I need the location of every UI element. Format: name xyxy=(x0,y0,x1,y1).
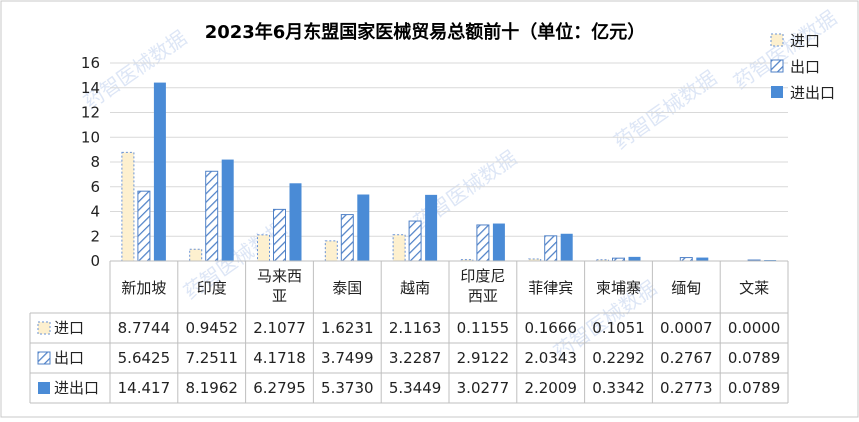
legend-label: 进口 xyxy=(790,32,820,50)
category-label: 亚 xyxy=(272,287,287,305)
data-cell: 0.0007 xyxy=(660,319,713,337)
y-tick-label: 14 xyxy=(81,79,100,97)
bar-进出口-4 xyxy=(425,195,437,261)
category-label: 马来西 xyxy=(257,267,302,285)
category-label: 菲律宾 xyxy=(528,279,573,297)
bar-进口-4 xyxy=(393,235,405,261)
bar-进出口-8 xyxy=(696,258,708,261)
data-cell: 7.2511 xyxy=(185,349,238,367)
category-label: 印度 xyxy=(197,279,227,297)
data-cell: 2.1077 xyxy=(253,319,306,337)
chart-title: 2023年6月东盟国家医械贸易总额前十（单位：亿元） xyxy=(205,21,646,43)
category-label: 印度尼 xyxy=(460,267,505,285)
category-label: 柬埔寨 xyxy=(596,279,641,297)
data-cell: 3.2287 xyxy=(389,349,442,367)
bar-出口-8 xyxy=(680,258,692,261)
category-label: 文莱 xyxy=(739,279,769,297)
bar-进出口-7 xyxy=(629,257,641,261)
bar-进出口-6 xyxy=(561,234,573,261)
data-cell: 3.7499 xyxy=(321,349,374,367)
data-cell: 5.3449 xyxy=(389,379,442,397)
legend-key-0 xyxy=(771,34,783,46)
bar-出口-2 xyxy=(274,209,286,261)
bar-进出口-1 xyxy=(222,160,234,261)
y-tick-label: 8 xyxy=(90,153,100,171)
data-cell: 4.1718 xyxy=(253,349,306,367)
row-label: 出口 xyxy=(54,349,84,367)
category-label: 越南 xyxy=(400,279,430,297)
data-cell: 1.6231 xyxy=(321,319,374,337)
data-cell: 2.9122 xyxy=(457,349,510,367)
legend-label: 出口 xyxy=(790,58,820,76)
data-cell: 0.0000 xyxy=(728,319,781,337)
data-cell: 0.0789 xyxy=(728,379,781,397)
bar-进口-1 xyxy=(190,249,202,261)
data-cell: 6.2795 xyxy=(253,379,306,397)
row-label: 进口 xyxy=(54,319,84,337)
bar-出口-4 xyxy=(409,221,421,261)
bar-出口-1 xyxy=(206,171,218,261)
data-cell: 14.417 xyxy=(118,379,171,397)
data-cell: 5.6425 xyxy=(118,349,171,367)
row-key-0 xyxy=(38,322,50,334)
y-tick-label: 10 xyxy=(81,128,100,146)
category-label: 泰国 xyxy=(332,279,362,297)
data-cell: 0.1051 xyxy=(592,319,645,337)
y-tick-label: 12 xyxy=(81,104,100,122)
data-cell: 2.2009 xyxy=(524,379,577,397)
y-tick-label: 4 xyxy=(90,203,100,221)
data-cell: 0.3342 xyxy=(592,379,645,397)
data-cell: 3.0277 xyxy=(457,379,510,397)
data-cell: 0.2767 xyxy=(660,349,713,367)
data-cell: 8.1962 xyxy=(185,379,238,397)
legend-key-2 xyxy=(771,86,783,98)
bar-进口-3 xyxy=(325,241,337,261)
legend-key-1 xyxy=(771,60,783,72)
row-label: 进出口 xyxy=(54,379,99,397)
data-cell: 8.7744 xyxy=(118,319,171,337)
legend-label: 进出口 xyxy=(790,84,835,102)
data-cell: 2.0343 xyxy=(524,349,577,367)
category-label: 西亚 xyxy=(468,287,498,305)
bar-进口-2 xyxy=(258,235,270,261)
y-tick-label: 0 xyxy=(90,252,100,270)
data-cell: 0.0789 xyxy=(728,349,781,367)
bar-出口-0 xyxy=(138,191,150,261)
y-tick-label: 2 xyxy=(90,227,100,245)
bar-出口-3 xyxy=(341,215,353,261)
bar-进出口-5 xyxy=(493,224,505,261)
bar-出口-5 xyxy=(477,225,489,261)
bar-进出口-2 xyxy=(290,183,302,261)
y-tick-label: 6 xyxy=(90,178,100,196)
row-key-2 xyxy=(38,382,50,394)
data-cell: 2.1163 xyxy=(389,319,442,337)
data-cell: 0.1666 xyxy=(524,319,577,337)
category-label: 新加坡 xyxy=(121,279,166,297)
data-cell: 0.1155 xyxy=(457,319,510,337)
category-label: 缅甸 xyxy=(671,279,701,297)
data-cell: 0.2292 xyxy=(592,349,645,367)
y-tick-label: 16 xyxy=(81,54,100,72)
bar-进口-0 xyxy=(122,152,134,261)
bar-进出口-0 xyxy=(154,83,166,261)
data-cell: 0.9452 xyxy=(185,319,238,337)
data-cell: 0.2773 xyxy=(660,379,713,397)
data-cell: 5.3730 xyxy=(321,379,374,397)
bar-出口-6 xyxy=(545,236,557,261)
bar-进出口-3 xyxy=(357,195,369,261)
row-key-1 xyxy=(38,352,50,364)
